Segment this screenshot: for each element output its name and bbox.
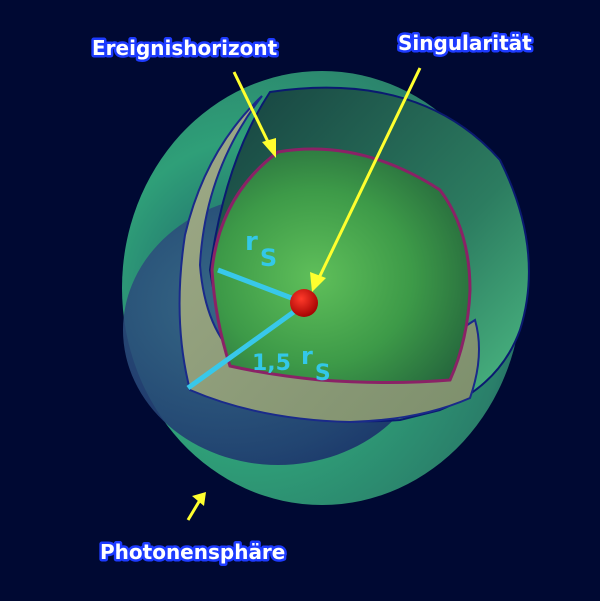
- photon-sphere-arrow: [188, 500, 200, 520]
- event-horizon: [212, 149, 470, 382]
- singularity-label: Singularität: [398, 31, 532, 55]
- event-horizon-label: Ereignishorizont: [92, 36, 278, 60]
- singularity-dot: [290, 289, 318, 317]
- photon-sphere-label: Photonensphäre: [100, 540, 285, 564]
